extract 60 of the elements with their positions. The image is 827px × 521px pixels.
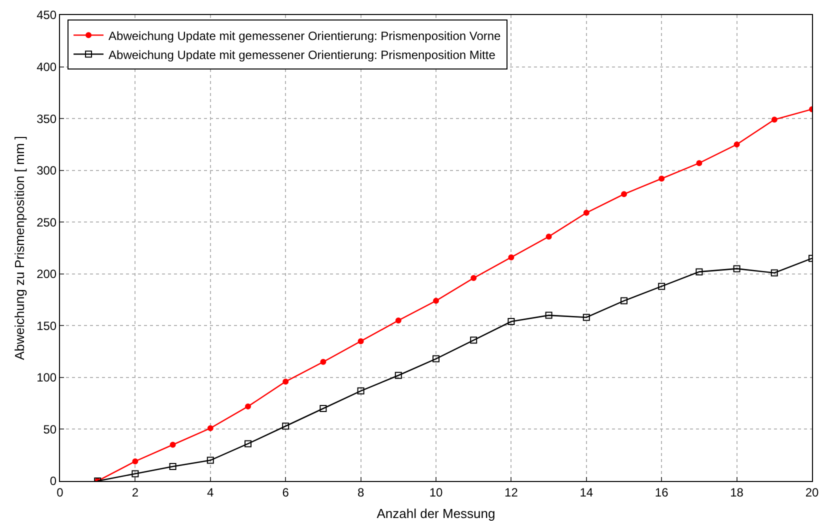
x-tick-label: 20 xyxy=(805,485,819,500)
x-tick-label: 16 xyxy=(654,485,669,500)
point xyxy=(770,269,778,276)
y-tick-label: 0 xyxy=(50,474,57,488)
y-tick-label: 250 xyxy=(36,215,57,230)
point xyxy=(320,358,326,365)
x-tick-label: 12 xyxy=(504,485,518,500)
point xyxy=(546,234,552,240)
point xyxy=(621,191,627,198)
point xyxy=(207,425,214,432)
x-axis-title: Anzahl der Messung xyxy=(376,506,496,521)
point xyxy=(470,275,477,282)
point xyxy=(582,314,590,321)
legend-label: Abweichung Update mit gemessener Orientierung: Prismenposition Mitte xyxy=(108,48,496,62)
y-tick-label: 50 xyxy=(43,422,57,436)
x-tick-label: 18 xyxy=(730,485,744,500)
point xyxy=(620,297,628,304)
point xyxy=(357,387,364,394)
point xyxy=(771,116,778,123)
point xyxy=(394,372,402,379)
point xyxy=(132,470,139,478)
point xyxy=(433,298,439,304)
point xyxy=(244,440,252,448)
y-tick-label: 150 xyxy=(36,318,57,333)
point xyxy=(696,160,702,166)
y-tick-label: 300 xyxy=(36,164,57,178)
point xyxy=(470,336,478,344)
y-tick-label: 350 xyxy=(36,112,57,126)
point xyxy=(508,254,514,260)
legend-label: Abweichung Update mit gemessener Orientierung: Prismenposition Vorne xyxy=(108,28,502,43)
point xyxy=(282,422,290,430)
point xyxy=(733,265,740,272)
y-axis-title: Abweichung zu Prismenposition [ mm ] xyxy=(12,136,27,360)
point xyxy=(583,210,590,216)
x-tick-label: 2 xyxy=(132,485,139,500)
point xyxy=(395,317,402,324)
point xyxy=(696,268,703,276)
point xyxy=(206,456,214,464)
point xyxy=(432,355,440,362)
x-tick-label: 14 xyxy=(580,485,594,500)
point xyxy=(245,403,251,410)
point xyxy=(734,141,740,148)
point xyxy=(320,405,327,412)
point xyxy=(170,442,176,448)
y-tick-label: 100 xyxy=(36,370,57,385)
y-tick-label: 400 xyxy=(36,60,57,74)
x-tick-label: 6 xyxy=(282,485,290,500)
point xyxy=(282,378,289,385)
point xyxy=(132,458,138,464)
point xyxy=(508,318,515,326)
x-tick-label: 10 xyxy=(429,485,443,500)
point xyxy=(169,463,176,470)
y-tick-label: 450 xyxy=(36,8,57,22)
point xyxy=(658,282,666,290)
point xyxy=(545,312,552,319)
y-tick-label: 200 xyxy=(36,267,57,282)
x-tick-label: 8 xyxy=(357,485,364,500)
point xyxy=(358,338,364,344)
point xyxy=(658,176,665,182)
x-tick-label: 4 xyxy=(207,485,214,500)
